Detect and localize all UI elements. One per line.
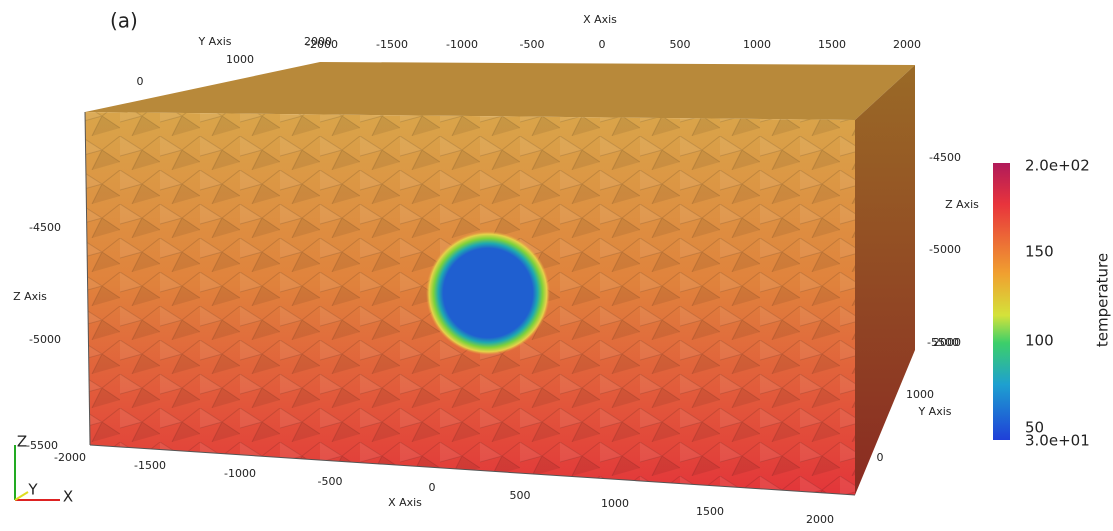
tick-label: -2000 bbox=[54, 451, 86, 464]
tick-label: 1500 bbox=[818, 38, 846, 51]
tick-label: -500 bbox=[520, 38, 545, 51]
render-view: (a) temperature X Axis -2000 -1500 -1000 -50… bbox=[0, 0, 1113, 531]
tick-label: 150 bbox=[1025, 243, 1054, 261]
tick-label: 1000 bbox=[226, 53, 254, 66]
tick-label: 1000 bbox=[743, 38, 771, 51]
tick-label: 500 bbox=[510, 489, 531, 502]
top-face bbox=[85, 62, 915, 120]
tick-label: -1000 bbox=[446, 38, 478, 51]
cold-region bbox=[426, 231, 550, 355]
tick-label: 100 bbox=[1025, 332, 1054, 350]
colorbar bbox=[993, 163, 1010, 440]
tick-label: -1000 bbox=[224, 467, 256, 480]
tick-label: 2000 bbox=[304, 35, 332, 48]
panel-label: (a) bbox=[110, 9, 138, 33]
tick-label: -1500 bbox=[376, 38, 408, 51]
tick-label: -500 bbox=[318, 475, 343, 488]
tick-label: 1000 bbox=[601, 497, 629, 510]
tick-label: 2.0e+02 bbox=[1025, 157, 1090, 175]
tick-label: 2000 bbox=[933, 336, 961, 349]
axis-title: Y Axis bbox=[917, 405, 951, 418]
axis-title: Z Axis bbox=[13, 290, 47, 303]
tick-label: 1500 bbox=[696, 505, 724, 518]
axis-title: Z Axis bbox=[945, 198, 979, 211]
tick-label: -4500 bbox=[29, 221, 61, 234]
side-face bbox=[855, 65, 915, 495]
colorbar-title: temperature bbox=[1094, 253, 1112, 347]
tick-label: -5000 bbox=[29, 333, 61, 346]
tick-label: -1500 bbox=[134, 459, 166, 472]
tick-label: 0 bbox=[137, 75, 144, 88]
tick-label: 0 bbox=[429, 481, 436, 494]
tick-label: 0 bbox=[599, 38, 606, 51]
tick-label: 0 bbox=[877, 451, 884, 464]
tick-label: 2000 bbox=[893, 38, 921, 51]
volume bbox=[85, 62, 915, 495]
tick-label: 3.0e+01 bbox=[1025, 432, 1090, 450]
axis-title: X Axis bbox=[388, 496, 422, 509]
tick-label: -5000 bbox=[929, 243, 961, 256]
axis-arrow bbox=[15, 492, 28, 500]
orientation-label: X bbox=[63, 488, 73, 506]
orientation-label: Z bbox=[17, 433, 27, 451]
axis-title: X Axis bbox=[583, 13, 617, 26]
tick-label: -4500 bbox=[929, 151, 961, 164]
tick-label: 500 bbox=[670, 38, 691, 51]
tick-label: 1000 bbox=[906, 388, 934, 401]
orientation-label: Y bbox=[27, 481, 38, 499]
tick-label: 2000 bbox=[806, 513, 834, 526]
axis-title: Y Axis bbox=[197, 35, 231, 48]
